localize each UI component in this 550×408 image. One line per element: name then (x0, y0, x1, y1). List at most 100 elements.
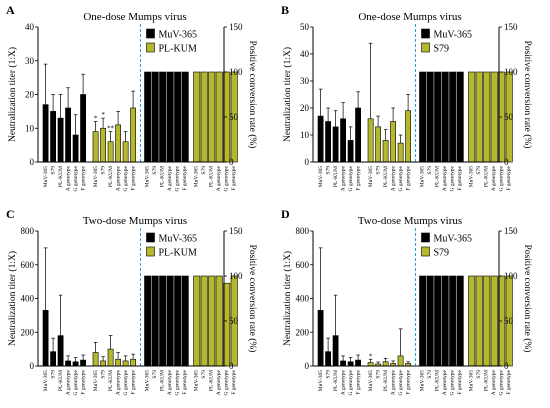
right-tick-label: 0 (504, 157, 509, 167)
y2-axis-label: Positive conversion rate (%) (247, 245, 258, 353)
category-label: G genotype (123, 165, 129, 191)
conversion-bar (490, 71, 498, 163)
titer-bar (397, 142, 404, 163)
category-label: A genotype (167, 369, 173, 395)
left-tick-label: 10 (300, 130, 310, 140)
conversion-bar (441, 71, 449, 163)
category-label: A genotype (116, 165, 122, 191)
titer-bar (57, 117, 64, 163)
category-label: S79 (152, 370, 158, 379)
category-label: S79 (326, 166, 332, 175)
category-label: MuV-365 (43, 166, 49, 187)
panel-letter: C (6, 207, 15, 221)
category-label: MuV-365 (93, 166, 99, 187)
titer-bar (42, 104, 49, 163)
titer-bar (50, 111, 56, 163)
category-label: A genotype (116, 369, 122, 395)
category-label: MuV-365 (194, 166, 200, 187)
right-tick-label: 50 (229, 112, 239, 122)
category-label: G genotype (73, 369, 79, 395)
titer-bar (375, 126, 381, 163)
panel-letter: A (6, 3, 15, 17)
category-label: F genotype (131, 369, 137, 394)
category-label: MuV-365 (420, 370, 426, 391)
category-label: F genotype (457, 165, 463, 190)
left-tick-label: 10 (25, 123, 35, 133)
category-label: S79 (376, 166, 382, 175)
conversion-bar (426, 275, 434, 367)
category-label: A genotype (341, 165, 347, 191)
chart-title: Two-dose Mumps virus (358, 215, 462, 227)
titer-bar (57, 335, 64, 367)
y-axis-label: Neutralization titer (1:X) (282, 251, 293, 346)
category-label: A genotype (491, 165, 497, 191)
category-label: PL-KUM (484, 166, 490, 187)
conversion-bar (434, 275, 442, 367)
category-label: F genotype (406, 369, 412, 394)
significance-mark: * (94, 115, 98, 123)
titer-bar (92, 352, 99, 367)
panel-b: B One-dose Mumps virus 0 10 20 30 40 50 0 50 100 15… (281, 3, 533, 192)
titer-bar (100, 360, 106, 367)
titer-bar (107, 141, 114, 163)
conversion-bar (151, 275, 159, 367)
titer-bar (317, 310, 324, 367)
category-label: A genotype (391, 369, 397, 395)
category-label: F genotype (81, 165, 87, 190)
titer-bar (50, 351, 56, 367)
category-label: PL-KUM (58, 370, 64, 391)
category-label: PL-KUM (383, 370, 389, 391)
conversion-bar (505, 71, 513, 163)
category-label: PL-KUM (333, 166, 339, 187)
panel-d: D Two-dose Mumps virus * 0 200 400 600 800 0 50 10… (281, 207, 533, 396)
titer-bar (367, 362, 374, 367)
legend-swatch (421, 232, 430, 243)
category-label: G genotype (175, 369, 181, 395)
legend-label: S79 (434, 44, 450, 55)
conversion-bar (483, 275, 491, 367)
category-label: A genotype (66, 165, 72, 191)
titer-bar (92, 131, 99, 163)
left-tick-label: 20 (300, 103, 310, 113)
legend-swatch (146, 42, 155, 53)
category-label: MuV-365 (194, 370, 200, 391)
conversion-bar (475, 275, 483, 367)
legend-label: PL-KUM (159, 248, 197, 259)
category-label: G genotype (175, 165, 181, 191)
titer-bar (332, 335, 339, 367)
legend-label: MuV-365 (159, 234, 198, 245)
titer-bar (115, 358, 121, 367)
category-label: MuV-365 (43, 370, 49, 391)
right-tick-label: 50 (229, 316, 239, 326)
category-label: PL-KUM (160, 166, 166, 187)
category-label: G genotype (123, 369, 129, 395)
category-label: MuV-365 (318, 370, 324, 391)
category-label: S79 (201, 166, 207, 175)
category-label: S79 (476, 166, 482, 175)
left-tick-label: 600 (296, 260, 310, 270)
chart-title: Two-dose Mumps virus (83, 215, 187, 227)
conversion-bar (456, 275, 464, 367)
left-tick-label: 0 (30, 361, 35, 371)
category-label: A genotype (341, 369, 347, 395)
panel-c: C Two-dose Mumps virus 0 200 400 600 800 0 50 100… (6, 207, 258, 396)
conversion-bar (441, 275, 449, 367)
category-label: G genotype (224, 369, 230, 395)
titer-bar (100, 127, 106, 163)
titer-bar (355, 359, 361, 367)
category-label: MuV-365 (318, 166, 324, 187)
category-label: S79 (476, 370, 482, 379)
category-label: PL-KUM (435, 370, 441, 391)
legend-label: MuV-365 (434, 234, 473, 245)
conversion-bar (483, 71, 491, 163)
category-label: PL-KUM (209, 370, 215, 391)
titer-bar (115, 124, 121, 163)
category-label: A genotype (442, 369, 448, 395)
conversion-bar (144, 71, 152, 163)
titer-bar (72, 361, 79, 367)
left-tick-label: 30 (300, 76, 310, 86)
category-label: MuV-365 (368, 370, 374, 391)
category-label: F genotype (231, 369, 237, 394)
conversion-bar (419, 71, 427, 163)
